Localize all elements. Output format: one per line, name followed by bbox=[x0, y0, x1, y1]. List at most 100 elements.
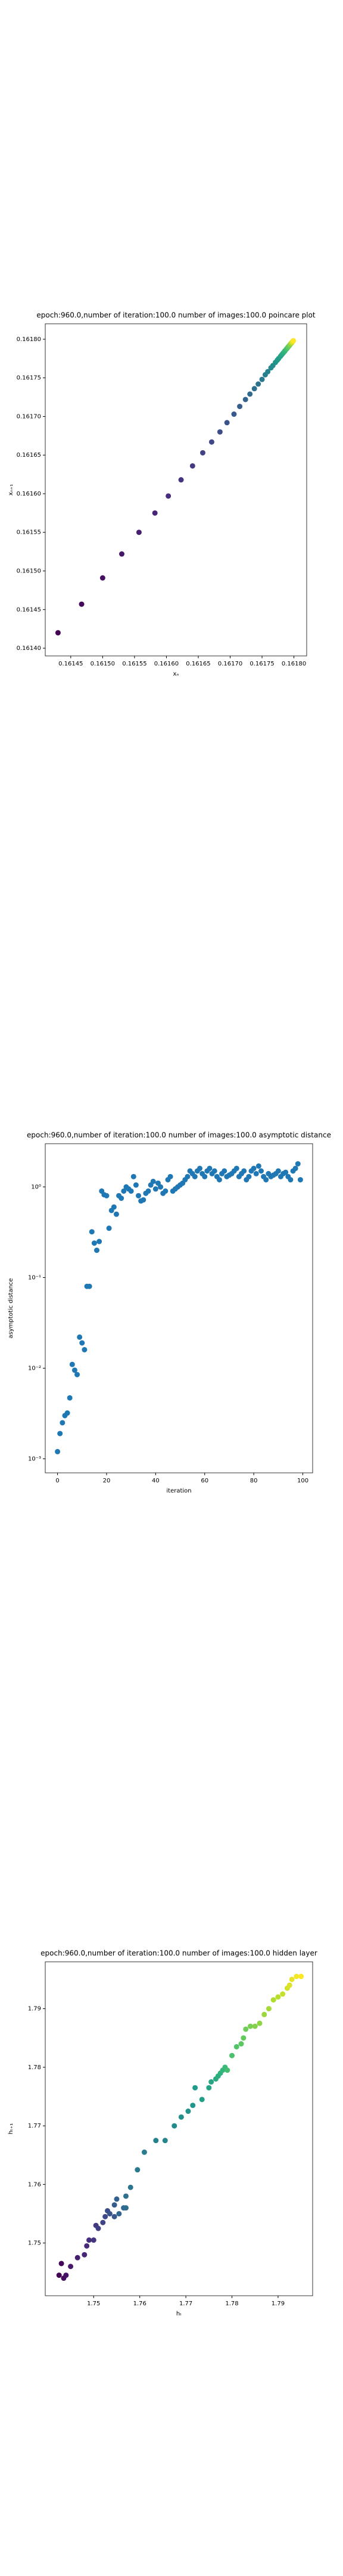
point bbox=[270, 1997, 276, 2003]
point bbox=[289, 1976, 295, 1982]
point bbox=[63, 2272, 69, 2278]
x-tick-label: 0.16150 bbox=[91, 661, 115, 667]
point bbox=[89, 1229, 95, 1235]
point bbox=[190, 2103, 196, 2109]
point bbox=[107, 2210, 113, 2216]
chart-title: epoch:960.0,number of iteration:100.0 nu… bbox=[40, 1949, 317, 1958]
point bbox=[280, 1991, 286, 1997]
point bbox=[292, 1165, 298, 1171]
point bbox=[153, 2138, 159, 2144]
point bbox=[84, 2243, 90, 2249]
point bbox=[192, 2085, 198, 2091]
point bbox=[167, 1174, 173, 1179]
point bbox=[67, 1395, 73, 1401]
x-tick-label: 0.16160 bbox=[154, 661, 179, 667]
y-tick-label: 0.16165 bbox=[17, 452, 41, 459]
y-tick-label: 0.16160 bbox=[17, 491, 41, 497]
point bbox=[216, 1176, 222, 1182]
point bbox=[162, 2138, 168, 2144]
x-tick-label: 1.76 bbox=[133, 2301, 146, 2307]
point bbox=[56, 2272, 62, 2278]
x-tick-label: 20 bbox=[103, 1478, 111, 1484]
y-tick-label: 10⁻² bbox=[28, 1365, 41, 1371]
point bbox=[243, 2026, 249, 2032]
point bbox=[291, 338, 297, 343]
y-tick-label: 1.78 bbox=[28, 2064, 41, 2071]
y-axis-label: hₜ₊₁ bbox=[8, 2123, 14, 2135]
point bbox=[150, 1178, 156, 1184]
point bbox=[141, 2149, 147, 2155]
y-axis-label: asymptotic distance bbox=[8, 1278, 14, 1338]
point bbox=[86, 2237, 92, 2243]
point bbox=[91, 2237, 96, 2243]
point bbox=[94, 1247, 100, 1253]
point bbox=[172, 2123, 177, 2129]
point bbox=[152, 510, 158, 516]
x-tick-label: 1.75 bbox=[87, 2301, 100, 2307]
point bbox=[119, 551, 124, 557]
point bbox=[229, 2052, 235, 2058]
chart-title: epoch:960.0,number of iteration:100.0 nu… bbox=[36, 311, 316, 320]
point bbox=[86, 1283, 92, 1289]
point bbox=[185, 2109, 191, 2114]
y-tick-label: 10⁰ bbox=[31, 1184, 41, 1191]
point bbox=[68, 2264, 74, 2270]
point bbox=[246, 1174, 252, 1179]
point bbox=[222, 1168, 227, 1174]
plot-frame bbox=[45, 323, 307, 657]
x-tick-label: 0.16155 bbox=[122, 661, 146, 667]
plot-frame bbox=[45, 1961, 313, 2296]
x-tick-label: 40 bbox=[152, 1478, 160, 1484]
point bbox=[127, 2184, 133, 2190]
point bbox=[224, 420, 230, 426]
y-tick-label: 0.16150 bbox=[17, 568, 41, 575]
point bbox=[255, 1163, 261, 1169]
point bbox=[141, 1197, 146, 1203]
y-tick-label: 0.16175 bbox=[17, 375, 41, 382]
x-tick-label: 0.16165 bbox=[186, 661, 210, 667]
point bbox=[241, 2035, 247, 2041]
x-tick-label: 0.16175 bbox=[250, 661, 274, 667]
point bbox=[100, 2219, 106, 2225]
x-tick-label: 1.78 bbox=[225, 2301, 238, 2307]
point bbox=[152, 1186, 158, 1192]
point bbox=[265, 369, 271, 374]
point bbox=[111, 2202, 117, 2208]
x-tick-label: 1.79 bbox=[272, 2301, 285, 2307]
point bbox=[178, 477, 184, 483]
point bbox=[263, 1176, 269, 1182]
point bbox=[111, 1204, 117, 1210]
y-axis-label: xₙ₊₁ bbox=[8, 484, 14, 496]
point bbox=[58, 2261, 64, 2267]
y-tick-label: 10⁻³ bbox=[28, 1456, 41, 1462]
point bbox=[288, 1176, 294, 1182]
point bbox=[91, 1240, 97, 1246]
point bbox=[95, 2225, 101, 2231]
point bbox=[111, 2213, 117, 2219]
x-axis-label: hₜ bbox=[176, 2311, 182, 2317]
y-tick-label: 0.16155 bbox=[17, 530, 41, 536]
point bbox=[102, 2213, 108, 2219]
y-tick-label: 1.76 bbox=[28, 2181, 41, 2188]
point bbox=[121, 1188, 127, 1194]
point bbox=[208, 2079, 214, 2085]
point bbox=[106, 1225, 112, 1231]
point bbox=[275, 1994, 281, 2000]
point bbox=[123, 2205, 129, 2211]
point bbox=[251, 1165, 257, 1171]
point bbox=[96, 1239, 102, 1244]
point bbox=[286, 1982, 292, 1988]
point bbox=[128, 1188, 134, 1194]
x-tick-label: 0.16145 bbox=[58, 661, 83, 667]
point bbox=[231, 411, 237, 417]
point bbox=[261, 2011, 267, 2017]
point bbox=[283, 1169, 289, 1175]
point bbox=[189, 463, 195, 469]
point bbox=[253, 1171, 259, 1176]
point bbox=[60, 1420, 66, 1426]
point bbox=[224, 2067, 230, 2073]
chart-title: epoch:960.0,number of iteration:100.0 nu… bbox=[27, 1131, 331, 1140]
point bbox=[275, 1168, 281, 1174]
x-tick-label: 1.77 bbox=[179, 2301, 192, 2307]
point bbox=[113, 1211, 119, 1217]
